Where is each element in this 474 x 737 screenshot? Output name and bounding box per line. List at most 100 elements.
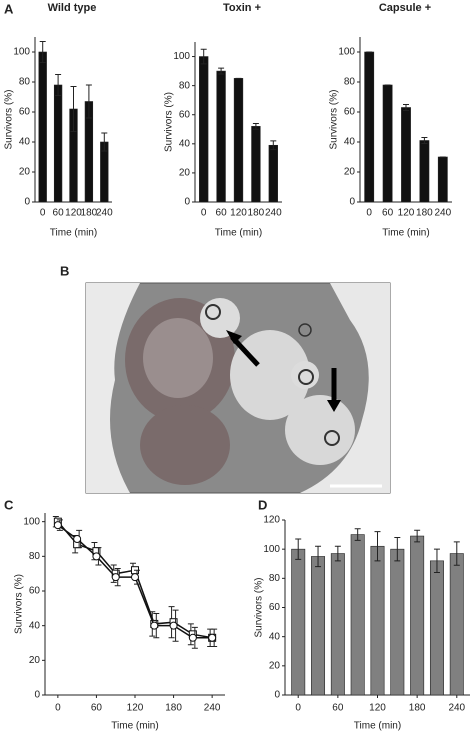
bar	[429, 560, 444, 696]
y-tick-label: 20	[179, 168, 191, 179]
error-bar	[295, 538, 302, 560]
bar	[216, 70, 226, 203]
x-tick-label: 60	[91, 703, 103, 714]
bar	[364, 51, 375, 203]
y-tick-label: 60	[269, 602, 281, 613]
y-tick-label: 100	[23, 516, 40, 527]
x-tick-label: 120	[127, 703, 144, 714]
marker	[73, 535, 82, 543]
error-bar	[453, 541, 460, 566]
chart-title: Wild type	[48, 2, 97, 14]
y-tick-label: 60	[344, 107, 356, 118]
x-tick-label: 180	[81, 208, 98, 219]
error-bar	[55, 74, 62, 96]
y-tick-label: 40	[269, 631, 281, 642]
x-tick-label: 240	[434, 208, 451, 219]
y-tick-label: 80	[29, 551, 41, 562]
bar	[390, 548, 405, 696]
y-tick-label: 120	[263, 515, 280, 526]
y-axis-label: Survivors (%)	[254, 577, 265, 637]
panel-label: D	[258, 497, 267, 512]
x-tick-label: 180	[165, 703, 182, 714]
y-tick-label: 20	[19, 167, 31, 178]
error-bar	[414, 529, 421, 543]
x-tick-label: 180	[416, 208, 433, 219]
error-bar	[218, 67, 225, 75]
y-axis-label: Survivors (%)	[329, 89, 340, 149]
error-bar	[403, 104, 409, 111]
bar	[330, 553, 345, 696]
bar	[410, 535, 425, 696]
y-tick-label: 60	[19, 107, 31, 118]
x-tick-label: 60	[332, 703, 344, 714]
x-tick-label: 0	[366, 208, 372, 219]
error-bar	[374, 531, 381, 562]
marker	[169, 621, 178, 630]
error-bar	[85, 84, 92, 119]
error-bar	[394, 537, 401, 562]
y-axis-label: Survivors (%)	[14, 574, 25, 634]
bar	[449, 553, 464, 696]
x-tick-label: 60	[216, 208, 228, 219]
y-tick-label: 0	[274, 690, 280, 701]
marker	[188, 633, 197, 642]
bar	[268, 144, 278, 203]
x-tick-label: 240	[96, 208, 113, 219]
x-tick-label: 240	[204, 703, 221, 714]
y-tick-label: 100	[173, 51, 190, 62]
bar	[350, 534, 365, 696]
line	[57, 524, 213, 639]
error-bar	[70, 86, 77, 132]
y-axis-label: Survivors (%)	[4, 89, 15, 149]
bar	[38, 51, 47, 203]
y-tick-label: 100	[338, 47, 355, 58]
y-tick-label: 80	[269, 573, 281, 584]
marker	[131, 573, 139, 582]
y-tick-label: 20	[29, 655, 41, 666]
error-bar	[252, 122, 259, 130]
y-tick-label: 100	[13, 47, 30, 58]
y-axis-label: Survivors (%)	[164, 92, 175, 152]
x-tick-label: 60	[53, 208, 65, 219]
x-tick-label: 0	[55, 703, 61, 714]
y-tick-label: 0	[349, 197, 355, 208]
y-tick-label: 80	[19, 77, 31, 88]
bar	[419, 140, 430, 203]
micrograph	[85, 282, 391, 494]
bar	[199, 56, 209, 203]
y-tick-label: 60	[29, 586, 41, 597]
marker	[150, 621, 159, 630]
x-tick-label: 180	[248, 208, 265, 219]
bar	[53, 84, 63, 203]
x-axis-label: Time (min)	[50, 228, 97, 239]
x-tick-label: 0	[295, 703, 301, 714]
marker	[92, 552, 101, 561]
bar	[437, 156, 448, 203]
y-tick-label: 0	[24, 197, 30, 208]
y-tick-label: 0	[34, 690, 40, 701]
x-tick-label: 60	[382, 208, 394, 219]
y-tick-label: 20	[344, 167, 356, 178]
y-tick-label: 40	[179, 138, 191, 149]
error-bar	[334, 545, 341, 562]
x-tick-label: 120	[369, 703, 386, 714]
bar	[251, 126, 261, 203]
y-tick-label: 100	[263, 544, 280, 555]
x-tick-label: 0	[40, 208, 46, 219]
x-tick-label: 120	[230, 208, 247, 219]
x-axis-label: Time (min)	[354, 721, 401, 732]
x-tick-label: 240	[448, 703, 465, 714]
panel-label: B	[60, 263, 69, 278]
error-bar	[270, 140, 277, 151]
x-tick-label: 180	[409, 703, 426, 714]
y-tick-label: 40	[344, 137, 356, 148]
error-bar	[421, 137, 428, 144]
y-tick-label: 20	[269, 660, 281, 671]
x-tick-label: 120	[398, 208, 415, 219]
marker	[111, 573, 120, 582]
panel-label: C	[4, 497, 14, 512]
x-tick-label: 120	[65, 208, 82, 219]
error-bar	[200, 48, 207, 65]
x-tick-label: 240	[265, 208, 282, 219]
